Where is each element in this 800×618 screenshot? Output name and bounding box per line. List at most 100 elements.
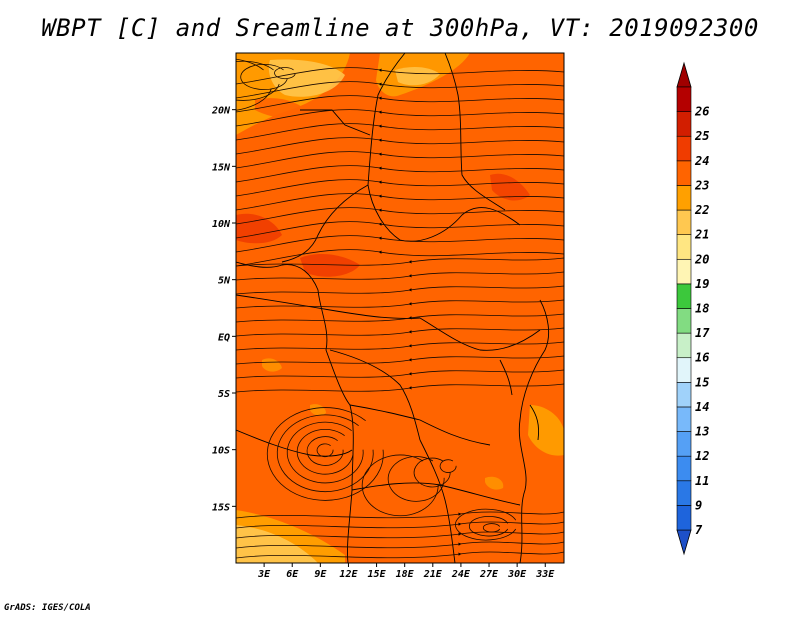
colorbar-swatch — [676, 455, 692, 482]
chart-title: WBPT [C] and Sreamline at 300hPa, VT: 20… — [41, 14, 759, 42]
streamline — [236, 249, 564, 267]
colorbar-label: 22 — [694, 203, 709, 217]
coastline — [300, 109, 371, 136]
colorbar-swatch — [676, 234, 692, 260]
colorbar-label: 20 — [694, 252, 709, 266]
colorbar-swatch — [676, 111, 692, 137]
streamline — [361, 454, 439, 517]
streamline — [236, 207, 564, 225]
colorbar-swatch — [676, 160, 692, 186]
streamline — [236, 257, 564, 267]
streamline — [236, 137, 564, 155]
x-tick-label: 24E — [451, 569, 471, 580]
field-patch — [255, 98, 310, 119]
colorbar-label: 25 — [694, 129, 709, 143]
colorbar-low-arrow — [676, 529, 692, 556]
streamline — [236, 285, 564, 295]
coastline — [329, 349, 421, 441]
streamline — [266, 407, 384, 501]
colorbar-swatch — [676, 283, 692, 309]
streamline — [306, 436, 344, 466]
streamline — [236, 355, 564, 365]
streamline — [236, 341, 564, 351]
coastline — [529, 404, 540, 441]
colorbar-swatch — [676, 357, 692, 383]
colorbar-label: 23 — [694, 178, 709, 192]
coastline — [518, 299, 550, 563]
streamline — [236, 271, 564, 281]
x-axis: 3E 6E 9E 12E 15E 18E 21E 24E 27E 30E 33E — [257, 563, 555, 580]
colorbar-label: 18 — [695, 302, 709, 316]
streamline — [236, 383, 564, 393]
streamline — [236, 165, 564, 183]
streamline — [413, 457, 451, 488]
coastline — [419, 439, 456, 563]
streamline — [236, 369, 564, 379]
x-tick-label: 18E — [396, 569, 415, 580]
colorbar-label: 15 — [695, 375, 709, 389]
coastline — [499, 359, 513, 396]
streamline — [236, 67, 564, 85]
colorbar-swatch — [676, 505, 692, 531]
streamline — [236, 221, 564, 239]
colorbar-high-arrow — [676, 61, 692, 88]
streamline — [236, 511, 564, 519]
y-tick-label: 20N — [211, 106, 231, 117]
colorbar-label: 21 — [694, 228, 709, 242]
y-tick-label: 10N — [212, 219, 231, 230]
y-tick-label: 15S — [212, 502, 230, 513]
streamline — [276, 414, 374, 493]
field-patch — [528, 405, 564, 456]
colorbar-swatch — [676, 209, 692, 235]
x-tick-label: 3E — [257, 569, 271, 580]
colorbar-label: 11 — [695, 474, 709, 488]
field-patch — [490, 173, 530, 201]
streamline — [236, 541, 564, 549]
y-tick-label: 5S — [218, 389, 230, 400]
colorbar-swatch — [676, 258, 692, 285]
field-patch — [310, 404, 326, 416]
x-tick-label: 21E — [423, 569, 443, 580]
colorbar-swatch — [676, 135, 692, 162]
streamline — [236, 60, 280, 101]
field-patch — [395, 66, 440, 86]
streamline — [236, 58, 272, 111]
streamline — [286, 421, 364, 484]
x-tick-label: 33E — [535, 569, 555, 580]
colorbar-label: 14 — [695, 400, 709, 414]
field-patch — [262, 358, 282, 372]
base-field — [236, 53, 564, 563]
colorbar-label: 17 — [695, 326, 710, 340]
streamline — [236, 327, 564, 337]
colorbar-swatch — [676, 185, 692, 211]
coastline — [399, 207, 521, 242]
colorbar-label: 7 — [695, 523, 703, 537]
streamline — [236, 109, 564, 127]
streamline — [236, 95, 564, 113]
field-patch — [300, 254, 360, 277]
footer-credit: GrADS: IGES/COLA — [4, 603, 91, 613]
streamline — [439, 459, 457, 473]
field-patch — [236, 525, 318, 563]
coastline — [349, 404, 491, 446]
colorbar-swatch — [676, 480, 692, 506]
colorbar-swatch — [676, 86, 692, 112]
colorbar-swatch — [676, 308, 692, 334]
streamline — [236, 151, 564, 169]
streamline — [236, 531, 564, 539]
colorbar-label: 16 — [695, 351, 709, 365]
x-tick-label: 6E — [286, 569, 299, 580]
streamline — [236, 299, 564, 309]
map-frame — [235, 52, 565, 564]
colorbar-swatch — [676, 332, 692, 359]
streamline — [236, 235, 564, 253]
streamline — [274, 67, 296, 80]
streamline — [236, 521, 564, 529]
x-tick-label: 12E — [339, 569, 358, 580]
y-tick-label: 10S — [212, 446, 230, 457]
coastline — [281, 184, 369, 263]
streamline — [236, 123, 564, 141]
x-tick-label: 30E — [507, 569, 527, 580]
colorbar-swatch — [676, 406, 692, 432]
